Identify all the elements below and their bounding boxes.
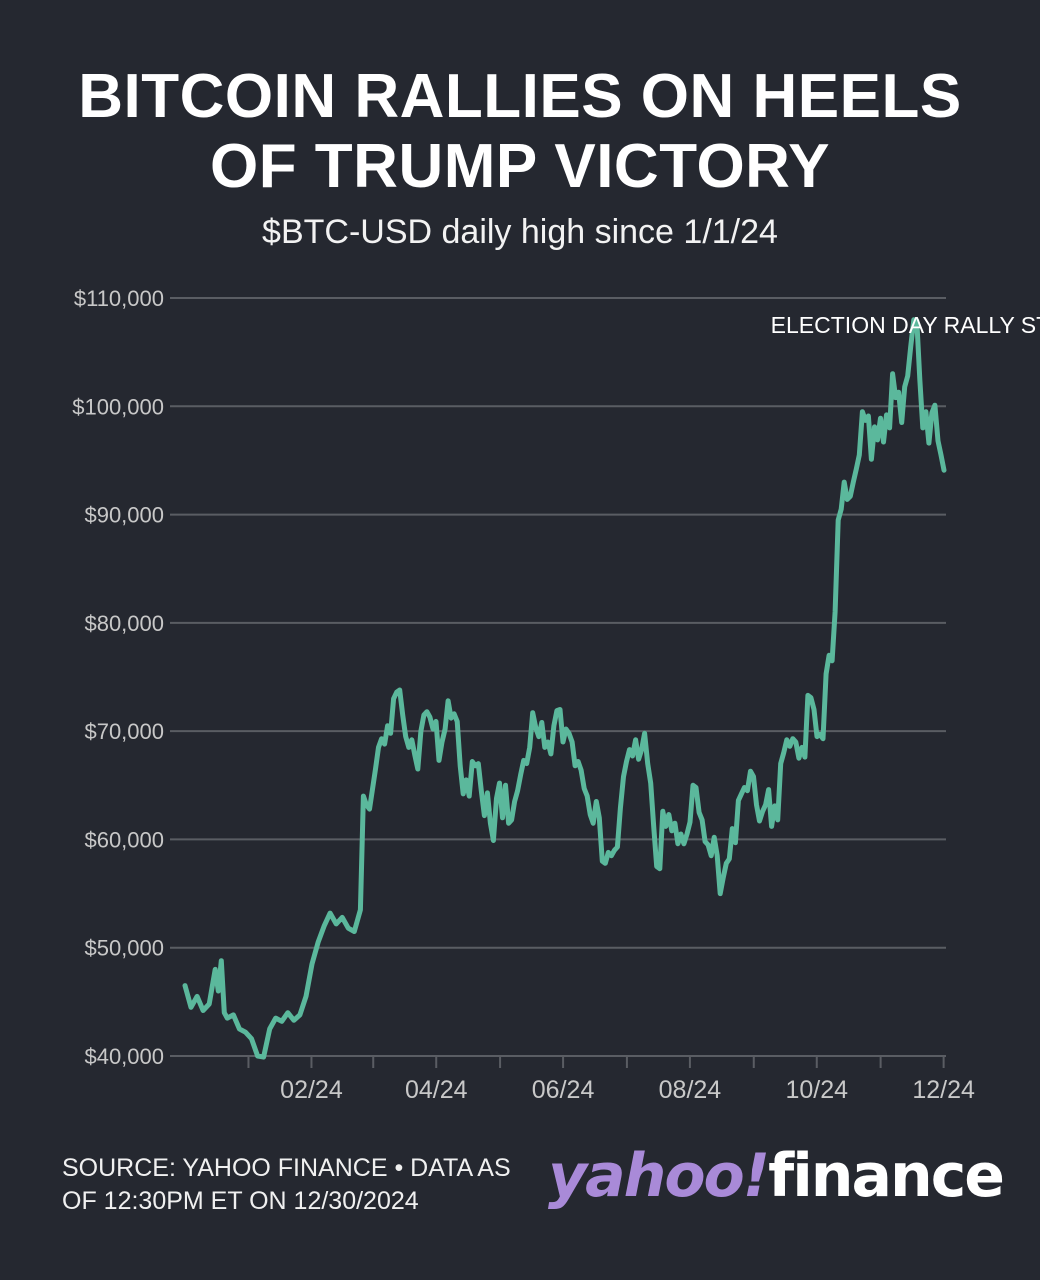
logo-finance: finance [768, 1141, 1005, 1211]
annotation-label: ELECTION DAY RALLY STARTS [771, 312, 1040, 338]
source-note: SOURCE: YAHOO FINANCE • DATA AS OF 12:30… [62, 1152, 562, 1218]
btc-price-line [182, 317, 947, 1060]
chart-title-line-2: OF TRUMP VICTORY [209, 132, 830, 201]
x-tick-label: 02/24 [280, 1076, 343, 1104]
y-tick-label: $40,000 [84, 1044, 164, 1069]
y-tick-label: $60,000 [84, 827, 164, 852]
x-tick-label: 10/24 [785, 1076, 848, 1104]
x-tick-label: 04/24 [405, 1076, 468, 1104]
yahoo-finance-logo: yahoo!finance [548, 1136, 1005, 1216]
chart-subtitle: $BTC-USD daily high since 1/1/24 [262, 213, 778, 251]
y-tick-label: $80,000 [84, 611, 164, 636]
y-tick-label: $90,000 [84, 503, 164, 528]
series-group [182, 317, 947, 1060]
y-tick-label: $70,000 [84, 719, 164, 744]
y-tick-label: $110,000 [74, 286, 164, 311]
x-tick-label: 12/24 [912, 1076, 975, 1104]
y-tick-label: $50,000 [84, 936, 164, 961]
y-tick-label: $100,000 [72, 394, 164, 419]
grid-lines [170, 297, 946, 1057]
chart-title: BITCOIN RALLIES ON HEELS OF TRUMP VICTOR… [0, 62, 1040, 202]
logo-yahoo: yahoo! [548, 1141, 770, 1211]
y-axis-labels: $40,000 $50,000 $60,000 $70,000 $80,000 $90,0… [72, 286, 164, 1069]
annotation-group: ELECTION DAY RALLY STARTS [771, 312, 1040, 338]
x-tick-label: 08/24 [659, 1076, 722, 1104]
source-line-2: OF 12:30PM ET ON 12/30/2024 [62, 1187, 419, 1215]
x-axis: 02/24 04/24 06/24 08/24 10/24 12/24 [247, 1056, 975, 1104]
source-line-1: SOURCE: YAHOO FINANCE • DATA AS [62, 1154, 511, 1182]
chart-title-line-1: BITCOIN RALLIES ON HEELS [78, 62, 962, 131]
x-tick-label: 06/24 [532, 1076, 595, 1104]
